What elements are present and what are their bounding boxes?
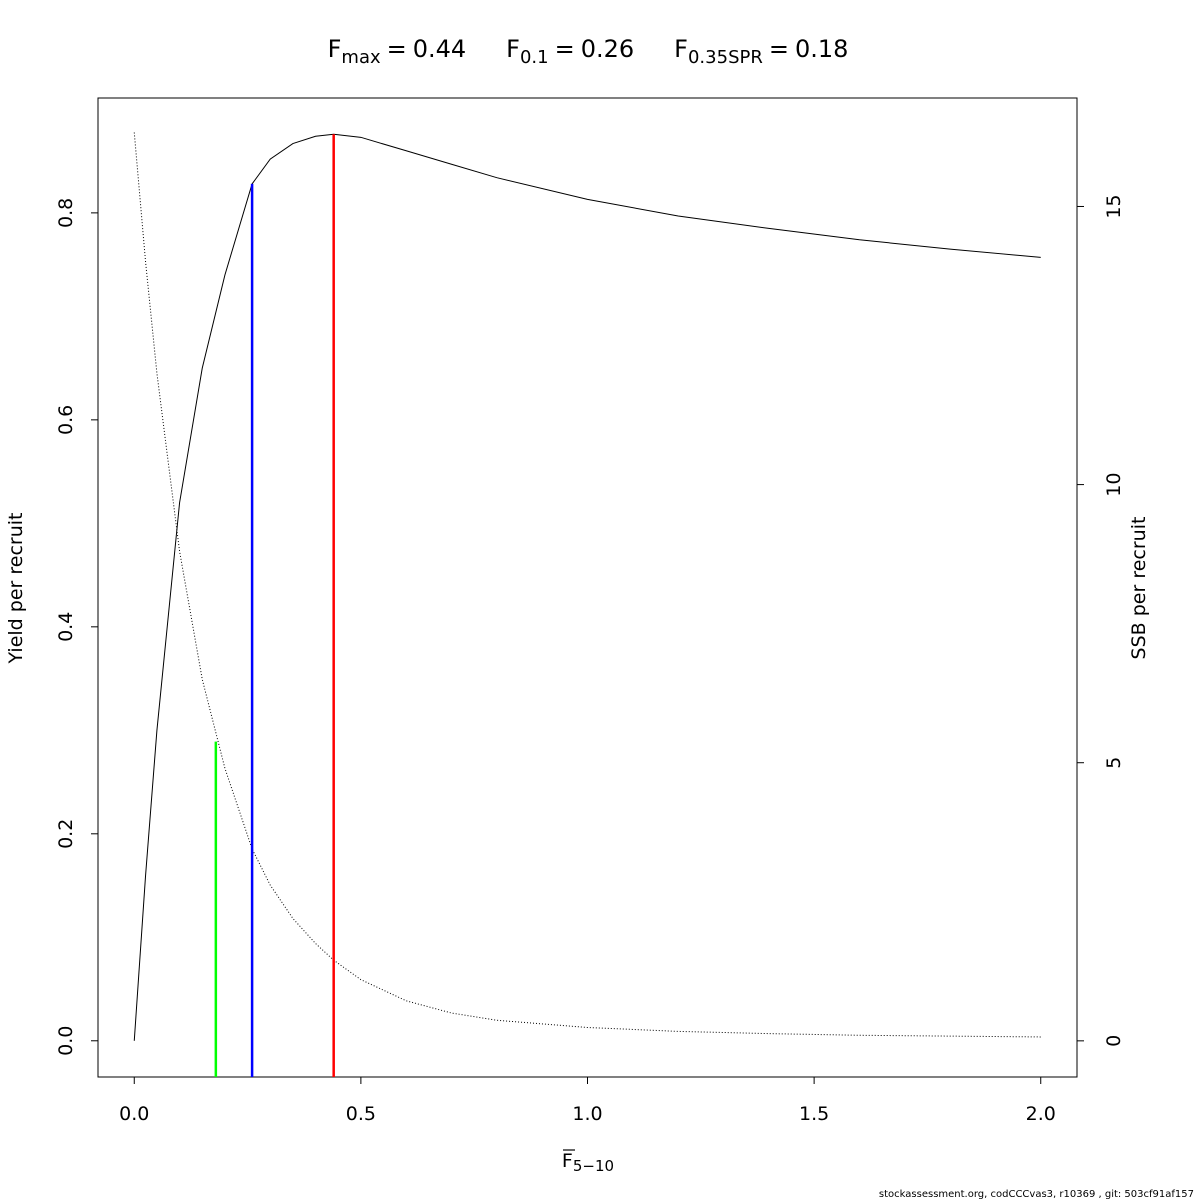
title-symbol: F [674, 35, 688, 63]
y2-tick-label: 10 [1103, 473, 1125, 497]
x-tick-label: 1.0 [572, 1103, 602, 1125]
title-equals: = [387, 35, 407, 63]
title-equals: = [555, 35, 575, 63]
title-value: 0.18 [795, 35, 848, 63]
title-symbol: F [328, 35, 342, 63]
x-tick-label: 0.0 [119, 1103, 149, 1125]
data-line [133, 132, 1041, 1038]
title-subscript: 0.35SPR [688, 47, 763, 68]
title-value: 0.26 [581, 35, 634, 63]
x-axis-label: F5−10 [562, 1150, 614, 1175]
x-tick-label: 0.5 [346, 1103, 376, 1125]
y-axis-label: Yield per recruit [5, 513, 27, 665]
footer: stockassessment.org, codCCCvas3, r10369 … [879, 1189, 1194, 1200]
y-tick-label: 0.6 [55, 405, 77, 435]
y2-tick-label: 5 [1103, 757, 1125, 769]
y-tick-label: 0.8 [55, 198, 77, 228]
title-subscript: 0.1 [520, 47, 549, 68]
chart-title: Fmax = 0.44 F0.1 = 0.26 F0.35SPR = 0.18 [328, 35, 849, 68]
plot-frame [97, 97, 1078, 1078]
x-tick-label: 2.0 [1026, 1103, 1056, 1125]
title-value: 0.44 [413, 35, 466, 63]
y-tick-label: 0.4 [55, 612, 77, 642]
title-subscript: max [341, 47, 381, 68]
data-line [133, 133, 1041, 1041]
x-tick-label: 1.5 [799, 1103, 829, 1125]
title-symbol: F [506, 35, 520, 63]
y-tick-label: 0.2 [55, 819, 77, 849]
y2-tick-label: 15 [1103, 194, 1125, 218]
y-tick-label: 0.0 [55, 1026, 77, 1056]
title-equals: = [769, 35, 789, 63]
y2-axis-label: SSB per recruit [1128, 517, 1150, 660]
x-label-sub: 5−10 [573, 1157, 614, 1175]
y2-tick-label: 0 [1103, 1035, 1125, 1047]
x-label-main: F [562, 1150, 573, 1172]
